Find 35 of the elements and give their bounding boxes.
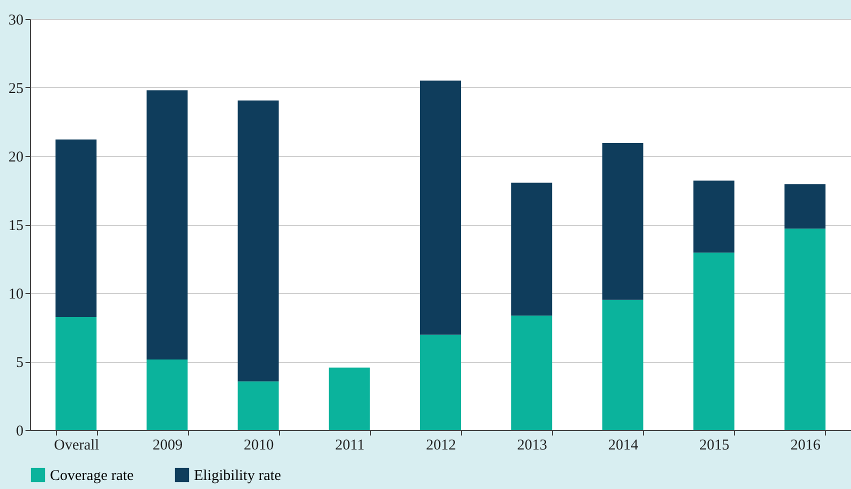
y-tick-label: 5 [16, 355, 24, 371]
x-tick-label: 2011 [335, 438, 365, 454]
bar [146, 359, 188, 430]
bar [328, 368, 370, 430]
y-tick-label: 15 [8, 218, 24, 234]
y-tick-label: 25 [8, 81, 24, 97]
bar [693, 180, 734, 253]
bar [511, 182, 552, 316]
bar [238, 100, 279, 382]
bar [602, 300, 644, 430]
bar [693, 252, 734, 430]
y-tick-label: 0 [16, 424, 24, 440]
x-tick-label: 2016 [790, 438, 821, 454]
bar [146, 90, 188, 360]
bar [602, 142, 644, 300]
y-tick-label: 10 [8, 286, 24, 302]
x-tick-label: 2012 [426, 438, 456, 454]
legend-label: Coverage rate [50, 468, 134, 484]
x-tick-label: 2010 [244, 438, 274, 454]
bar [56, 316, 97, 430]
bar [511, 316, 552, 430]
bar [784, 184, 826, 229]
bar [784, 228, 826, 430]
x-tick-label: 2015 [699, 438, 730, 454]
bar [420, 334, 461, 430]
legend-label: Eligibility rate [194, 468, 282, 484]
x-tick-label: Overall [54, 438, 100, 454]
bar [238, 381, 279, 430]
x-tick-label: 2014 [608, 438, 639, 454]
x-tick-label: 2013 [517, 438, 548, 454]
bar [420, 80, 461, 335]
x-tick-label: 2009 [152, 438, 183, 454]
y-tick-label: 30 [8, 12, 24, 28]
bar [56, 140, 97, 317]
y-tick-label: 20 [8, 150, 24, 166]
